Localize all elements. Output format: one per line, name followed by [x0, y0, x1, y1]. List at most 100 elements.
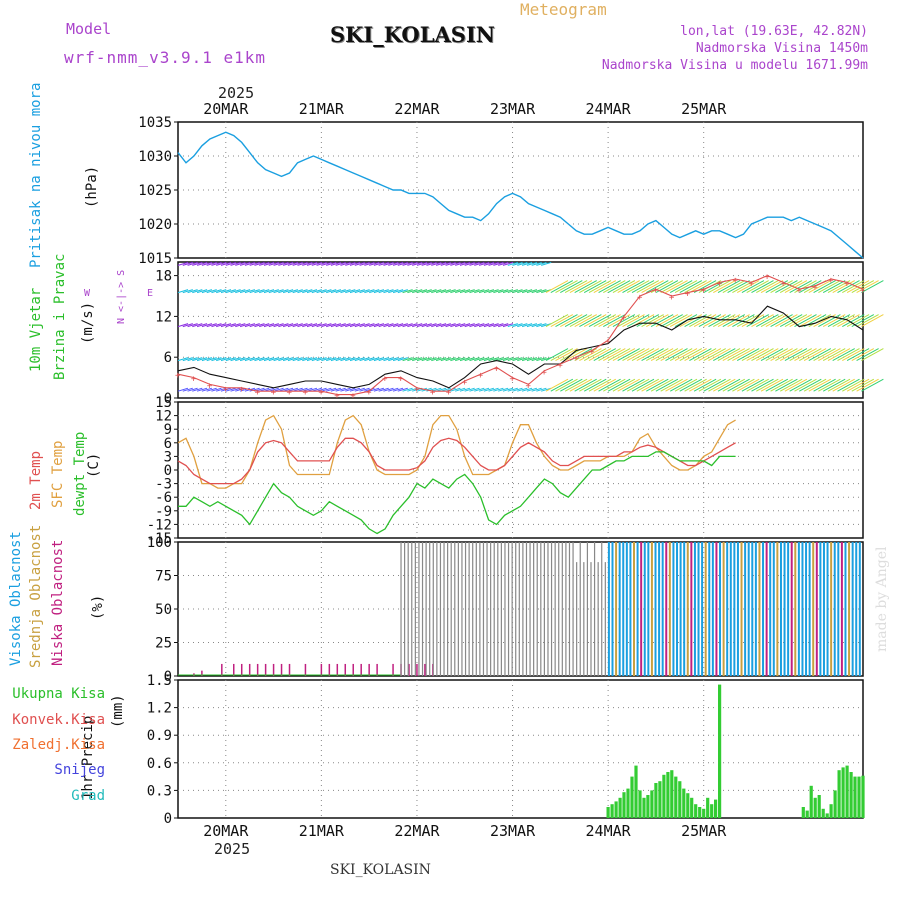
wind-barb: [493, 289, 504, 294]
wind-barb: [746, 314, 769, 328]
wind-barb: [349, 357, 361, 362]
wind-barb: [512, 357, 523, 362]
wind-barb: [512, 261, 523, 266]
wind-barb: [722, 348, 746, 362]
wind-barb: [431, 323, 442, 328]
y-tick-label-cloud: 0: [164, 669, 172, 685]
wind-barb: [517, 289, 528, 294]
wind-barb: [574, 348, 597, 362]
wind-barb: [474, 289, 485, 294]
wind-barb: [502, 289, 514, 294]
wind-barb: [732, 314, 755, 328]
wind-gust-marker: +: [462, 378, 468, 388]
wind-barb: [641, 280, 664, 294]
y-tick-label-precip: 1.5: [147, 673, 172, 689]
wind-barb: [593, 314, 617, 328]
wind-barb: [216, 289, 227, 294]
wind-gust-marker: +: [860, 286, 866, 296]
wind-speed-line: [177, 305, 864, 389]
wind-barb: [383, 387, 394, 392]
wind-gust-marker: +: [398, 375, 404, 385]
wind-barb: [784, 314, 808, 328]
precip-bar: [654, 783, 658, 818]
wind-barb: [220, 323, 232, 328]
precip-bar: [690, 797, 694, 818]
wind-barb: [316, 357, 327, 362]
wind-barb: [679, 348, 703, 362]
wind-barb: [665, 280, 688, 294]
wind-barb: [698, 348, 722, 362]
wind-gust-marker: +: [239, 385, 245, 395]
wind-gust-marker: +: [525, 381, 531, 391]
wind-barb: [512, 387, 523, 392]
wind-gust-marker: +: [478, 371, 484, 381]
wind-barb: [536, 261, 547, 266]
wind-barb: [679, 378, 703, 392]
precip-bar: [861, 775, 865, 818]
wind-barb: [583, 314, 607, 328]
wind-barb: [383, 261, 394, 266]
wind-barb: [455, 261, 466, 266]
wind-barb: [464, 357, 475, 362]
wind-gust-marker: +: [510, 375, 516, 385]
wind-barb: [273, 357, 284, 362]
wind-barb: [211, 323, 222, 328]
wind-barb: [459, 261, 471, 266]
wind-barb: [282, 289, 294, 294]
wind-barb: [779, 378, 803, 392]
wind-barb: [426, 261, 437, 266]
wind-barb: [302, 261, 313, 266]
wind-barb: [421, 289, 432, 294]
wind-barb: [297, 289, 308, 294]
wind-barb: [784, 280, 808, 294]
wind-barb: [751, 314, 774, 328]
y-tick-label-temp: -6: [155, 490, 172, 506]
wind-barb: [177, 289, 189, 294]
wind-barb: [369, 289, 380, 294]
precip-bar: [610, 804, 614, 818]
wind-barb: [435, 261, 447, 266]
wind-barb: [846, 314, 870, 328]
wind-barb: [392, 357, 404, 362]
wind-barb: [641, 378, 664, 392]
wind-barb: [230, 289, 241, 294]
pressure-line: [177, 131, 864, 259]
wind-barb: [631, 348, 655, 362]
wind-barb: [603, 348, 626, 362]
wind-barb: [459, 323, 471, 328]
wind-barb: [531, 387, 542, 392]
y-tick-label-temp: 3: [164, 449, 172, 465]
wind-barb: [359, 323, 370, 328]
wind-barb: [187, 387, 198, 392]
wind-barb: [330, 323, 342, 328]
wind-barb: [636, 348, 660, 362]
wind-gust-marker: +: [637, 293, 643, 303]
wind-barb: [201, 261, 213, 266]
wind-barb: [459, 357, 471, 362]
wind-barb: [579, 378, 602, 392]
precip-bar: [630, 776, 634, 818]
precip-bar: [857, 776, 861, 818]
wind-gust-marker: +: [717, 279, 723, 289]
wind-barb: [306, 261, 318, 266]
precip-bar: [694, 804, 698, 818]
wind-barb: [507, 289, 518, 294]
wind-gust-marker: +: [271, 388, 277, 398]
wind-barb: [316, 323, 327, 328]
wind-barb: [727, 348, 750, 362]
wind-barb: [220, 261, 232, 266]
wind-barb: [345, 261, 356, 266]
wind-barb: [713, 348, 736, 362]
wind-gust-marker: +: [287, 388, 293, 398]
y-tick-label-temp: 15: [155, 395, 172, 411]
wind-barb: [789, 314, 812, 328]
wind-barb: [808, 348, 832, 362]
wind-barb: [335, 289, 346, 294]
wind-barb: [206, 357, 217, 362]
y-tick-label-pressure: 1030: [138, 149, 172, 165]
wind-barb: [182, 387, 193, 392]
wind-gust-marker: +: [302, 388, 308, 398]
wind-barb: [861, 280, 884, 294]
wind-barb: [440, 323, 451, 328]
wind-barb: [703, 314, 726, 328]
